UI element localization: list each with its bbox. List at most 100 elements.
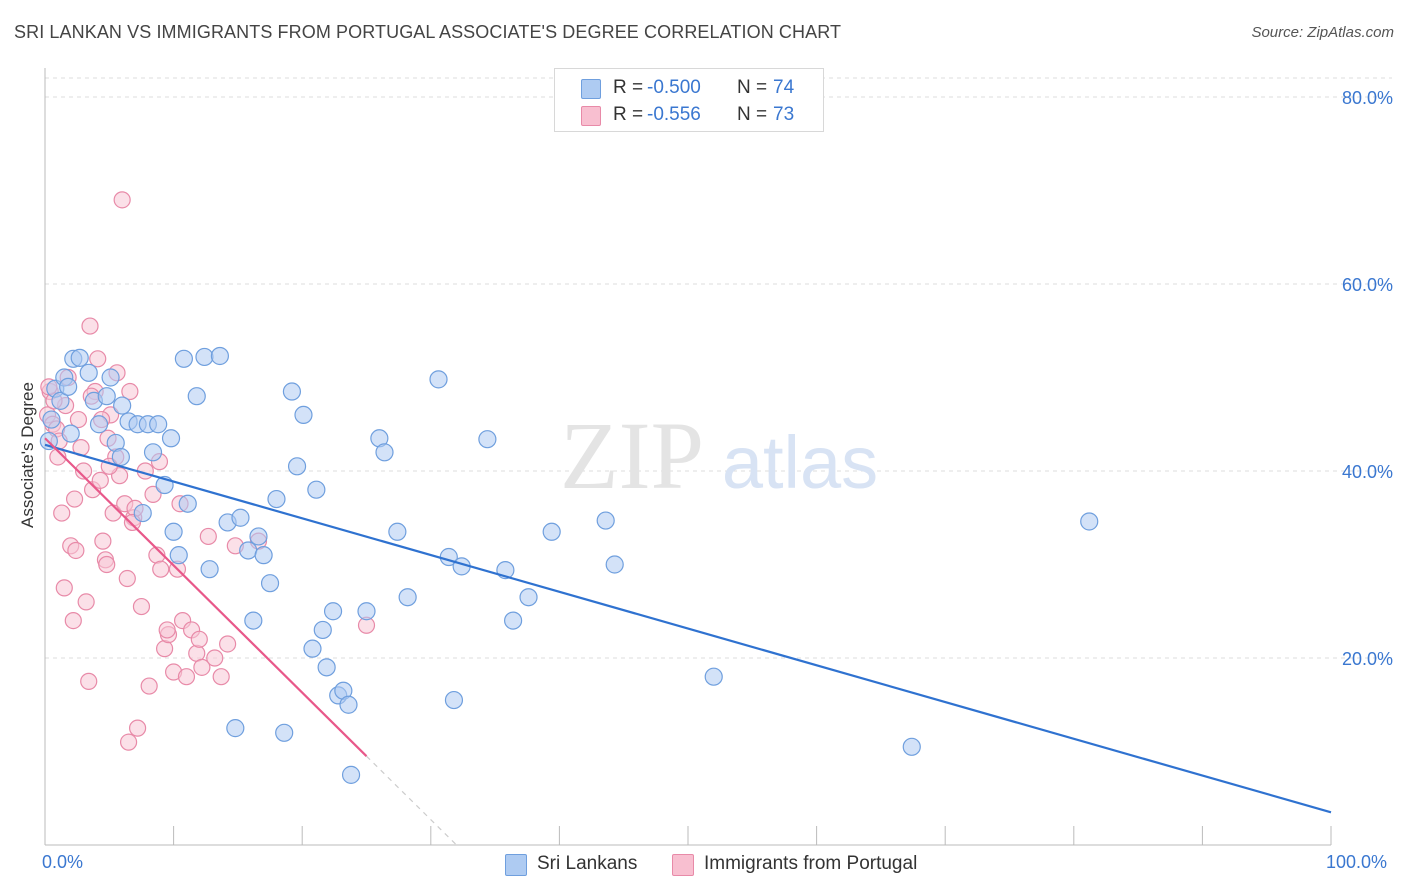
sri-lankan-point: [97, 387, 116, 406]
stats-swatch-pink: [581, 106, 601, 126]
portugal-point: [177, 668, 196, 686]
portugal-point: [219, 635, 237, 653]
grid: [45, 77, 1392, 659]
portugal-point: [77, 593, 95, 611]
portugal-point: [69, 410, 88, 429]
portugal-trend-extension: [366, 755, 457, 846]
portugal-point: [190, 630, 208, 648]
n-value: 74: [773, 77, 795, 98]
sri-lankan-point: [226, 719, 245, 738]
portugal-point: [132, 597, 151, 616]
sri-lankan-point: [313, 620, 332, 640]
sri-lankan-point: [143, 443, 163, 462]
watermark-zip: ZIP: [560, 402, 704, 509]
sri-lankan-point: [133, 503, 152, 523]
sri-lankan-point: [398, 588, 417, 607]
sri-lankan-point: [267, 489, 286, 509]
sri-lankan-point: [164, 522, 183, 541]
sri-lankan-point: [200, 560, 219, 579]
sri-lankan-point: [169, 546, 188, 565]
y-tick-label: 20.0%: [1342, 649, 1393, 669]
sri-lankan-point: [111, 447, 130, 467]
sri-lankan-point: [174, 349, 193, 368]
portugal-point: [64, 611, 82, 630]
portugal-point: [128, 719, 147, 737]
portugal-point: [81, 317, 99, 335]
portugal-trend-line: [44, 437, 368, 757]
sri-lankan-point: [429, 370, 448, 389]
sri-lankan-points: [39, 346, 1099, 784]
sri-lankan-point: [704, 667, 723, 686]
sri-lankan-point: [307, 480, 326, 499]
sri-lankan-point: [113, 396, 132, 415]
source-label: Source: ZipAtlas.com: [1251, 24, 1394, 41]
axes: [44, 68, 1332, 846]
correlation-stats-box: R = -0.500 N = 74 R = -0.556 N = 73: [554, 68, 824, 132]
portugal-point: [118, 569, 136, 588]
r-value: -0.556: [647, 104, 701, 125]
sri-lankan-point: [542, 522, 561, 541]
portugal-point: [74, 462, 93, 480]
portugal-point: [113, 191, 131, 209]
sri-lankan-point: [51, 391, 70, 410]
sri-lankan-point: [210, 346, 229, 366]
portugal-point: [67, 541, 85, 560]
sri-lankan-point: [178, 494, 197, 513]
sri-lankan-point: [59, 377, 78, 396]
portugal-point: [152, 560, 170, 578]
portugal-point: [193, 658, 211, 676]
x-tick-max: 100.0%: [1326, 852, 1388, 872]
legend-swatch-pink: [672, 854, 694, 876]
portugal-point: [89, 350, 107, 368]
sri-lankan-point: [249, 527, 268, 546]
portugal-point: [158, 621, 176, 639]
legend-swatch-blue: [505, 854, 527, 876]
portugal-point: [199, 527, 217, 546]
trend-lines: [44, 437, 1332, 846]
portugal-point: [212, 668, 230, 686]
sri-lankan-point: [605, 555, 624, 574]
r-label: R =: [613, 104, 644, 125]
sri-lankan-point: [478, 430, 497, 449]
sri-lankan-point: [341, 765, 361, 784]
sri-lankan-point: [1080, 512, 1099, 531]
legend-label: Sri Lankans: [537, 853, 638, 874]
portugal-point: [91, 471, 109, 489]
y-tick-label: 80.0%: [1342, 88, 1393, 108]
sri-lankan-point: [294, 405, 313, 424]
sri-lankan-point: [375, 443, 394, 462]
sri-lankan-point: [79, 363, 98, 382]
sri-lankan-point: [89, 415, 109, 434]
sri-lankan-point: [101, 368, 120, 387]
y-tick-labels: 20.0% 40.0% 60.0% 80.0%: [1342, 88, 1393, 669]
sri-lankan-point: [61, 424, 80, 443]
y-axis-label: Associate's Degree: [18, 382, 37, 528]
portugal-point: [65, 490, 84, 508]
portugal-point: [53, 504, 71, 522]
portugal-point: [121, 382, 139, 401]
portugal-point: [155, 640, 174, 658]
sri-lankan-point: [275, 723, 294, 742]
sri-lankan-point: [161, 429, 181, 448]
portugal-point: [98, 555, 116, 574]
n-label: N =: [737, 77, 768, 98]
portugal-point: [144, 485, 162, 503]
sri-lankan-point: [902, 737, 921, 756]
sri-lankan-point: [187, 387, 206, 406]
r-value: -0.500: [647, 77, 701, 98]
n-label: N =: [737, 104, 768, 125]
y-tick-label: 60.0%: [1342, 275, 1393, 295]
sri-lankan-point: [70, 348, 89, 367]
sri-lankan-point: [260, 574, 280, 593]
watermark: ZIP atlas: [560, 402, 878, 509]
sri-lankan-point: [357, 602, 376, 621]
x-tick-min: 0.0%: [42, 852, 84, 872]
sri-lankan-point: [244, 611, 263, 630]
stats-swatch-blue: [581, 79, 601, 99]
sri-lankan-point: [317, 658, 336, 677]
sri-lankan-point: [149, 415, 168, 434]
sri-lankan-point: [323, 602, 343, 621]
sri-lankan-point: [444, 690, 464, 710]
portugal-point: [206, 649, 224, 667]
